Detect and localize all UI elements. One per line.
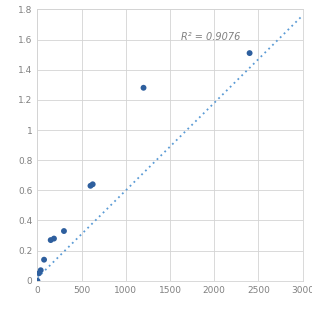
Point [51, 236, 56, 241]
Point [38, 268, 43, 273]
Point [88, 183, 93, 188]
Point [48, 238, 53, 243]
Point [61, 228, 66, 233]
Point [247, 51, 252, 56]
Point [35, 278, 40, 283]
Point [141, 85, 146, 90]
Text: R² = 0.9076: R² = 0.9076 [181, 32, 240, 41]
Point [90, 182, 95, 187]
Point [41, 257, 46, 262]
Point [37, 271, 41, 276]
